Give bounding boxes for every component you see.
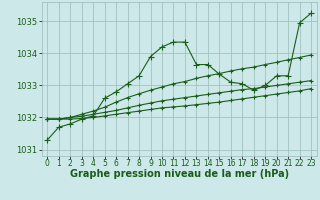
X-axis label: Graphe pression niveau de la mer (hPa): Graphe pression niveau de la mer (hPa)	[70, 169, 289, 179]
